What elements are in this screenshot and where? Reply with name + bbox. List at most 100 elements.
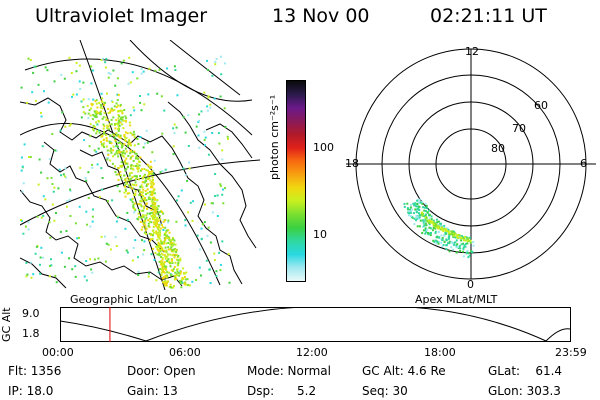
aurora-pixel [161, 170, 164, 173]
aurora-pixel [139, 221, 142, 223]
polar-aurora-pixel [434, 226, 437, 229]
aurora-pixel [145, 214, 148, 217]
aurora-pixel [46, 69, 49, 72]
aurora-pixel [118, 110, 121, 113]
aurora-pixel [131, 71, 134, 74]
aurora-pixel [215, 270, 218, 273]
aurora-pixel [129, 81, 132, 84]
aurora-pixel [138, 203, 141, 206]
aurora-pixel [135, 175, 138, 178]
aurora-pixel [124, 195, 127, 198]
aurora-pixel [214, 195, 217, 197]
polar-aurora-pixel [458, 234, 461, 237]
aurora-pixel [40, 171, 43, 174]
aurora-pixel [163, 283, 166, 286]
aurora-pixel [65, 176, 67, 179]
aurora-pixel [91, 215, 94, 218]
aurora-pixel [115, 173, 118, 176]
polar-aurora-pixel [464, 235, 466, 238]
aurora-pixel [136, 157, 139, 160]
polar-aurora-pixel [422, 225, 424, 228]
polar-aurora-pixel [419, 219, 422, 222]
aurora-pixel [119, 118, 122, 120]
aurora-pixel [127, 155, 130, 157]
aurora-pixel [113, 105, 116, 108]
aurora-pixel [65, 230, 68, 232]
lon-line-2 [169, 40, 241, 96]
polar-aurora-pixel [448, 250, 451, 253]
aurora-pixel [209, 103, 212, 106]
polar-aurora-pixel [440, 234, 443, 237]
aurora-pixel [85, 279, 88, 282]
aurora-pixel [181, 281, 184, 284]
aurora-pixel [188, 284, 191, 287]
aurora-pixel [121, 118, 124, 121]
aurora-pixel [109, 135, 112, 138]
polar-aurora-pixel [424, 227, 427, 230]
aurora-pixel [133, 193, 136, 196]
aurora-pixel [138, 209, 141, 211]
aurora-pixel [165, 249, 168, 252]
aurora-pixel [31, 91, 34, 94]
aurora-pixel [197, 121, 200, 123]
aurora-pixel [117, 114, 120, 116]
aurora-pixel [123, 143, 126, 146]
aurora-pixel [161, 242, 163, 245]
aurora-pixel [200, 110, 203, 113]
aurora-pixel [163, 261, 166, 264]
aurora-pixel [48, 158, 51, 161]
aurora-pixel [65, 205, 68, 208]
polar-aurora-pixel [416, 203, 419, 205]
aurora-pixel [156, 217, 159, 220]
aurora-pixel [55, 212, 57, 214]
aurora-pixel [98, 101, 101, 104]
aurora-pixel [153, 188, 156, 191]
aurora-pixel [130, 167, 132, 170]
aurora-pixel [123, 191, 126, 194]
aurora-pixel [151, 196, 154, 199]
timeline-frame [60, 307, 571, 342]
aurora-pixel [119, 105, 122, 108]
aurora-pixel [90, 268, 93, 271]
aurora-pixel [105, 145, 108, 148]
aurora-pixel [159, 227, 162, 230]
polar-aurora-pixel [416, 217, 419, 220]
aurora-pixel [141, 239, 143, 242]
polar-aurora-pixel [428, 214, 431, 217]
aurora-pixel [204, 144, 206, 147]
timeline-plot [60, 307, 571, 342]
aurora-pixel [117, 123, 119, 126]
aurora-pixel [181, 276, 184, 279]
polar-aurora-pixel [427, 221, 430, 224]
aurora-pixel [135, 153, 138, 155]
aurora-pixel [143, 103, 146, 106]
aurora-pixel [164, 281, 167, 284]
aurora-pixel [176, 256, 179, 259]
aurora-pixel [123, 134, 126, 137]
aurora-pixel [169, 253, 172, 256]
aurora-pixel [142, 220, 145, 223]
aurora-pixel [143, 173, 146, 176]
aurora-pixel [119, 170, 122, 173]
aurora-pixel [134, 181, 137, 184]
aurora-pixel [115, 151, 118, 154]
aurora-pixel [114, 139, 117, 142]
aurora-pixel [117, 117, 120, 120]
polar-aurora-pixel [454, 236, 457, 239]
aurora-pixel [167, 271, 170, 274]
aurora-pixel [156, 92, 159, 95]
polar-aurora-pixel [406, 202, 409, 205]
aurora-pixel [211, 202, 214, 205]
aurora-pixel [125, 181, 128, 184]
aurora-pixel [133, 175, 136, 178]
dsp-value: Dsp: 5.2 [247, 384, 317, 398]
aurora-pixel [155, 219, 158, 222]
aurora-pixel [166, 260, 169, 263]
aurora-pixel [129, 131, 132, 134]
aurora-pixel [152, 225, 155, 228]
aurora-pixel [97, 147, 100, 150]
polar-aurora-pixel [431, 220, 434, 223]
aurora-pixel [173, 65, 176, 68]
polar-aurora-pixel [460, 239, 463, 242]
aurora-pixel [165, 274, 168, 277]
